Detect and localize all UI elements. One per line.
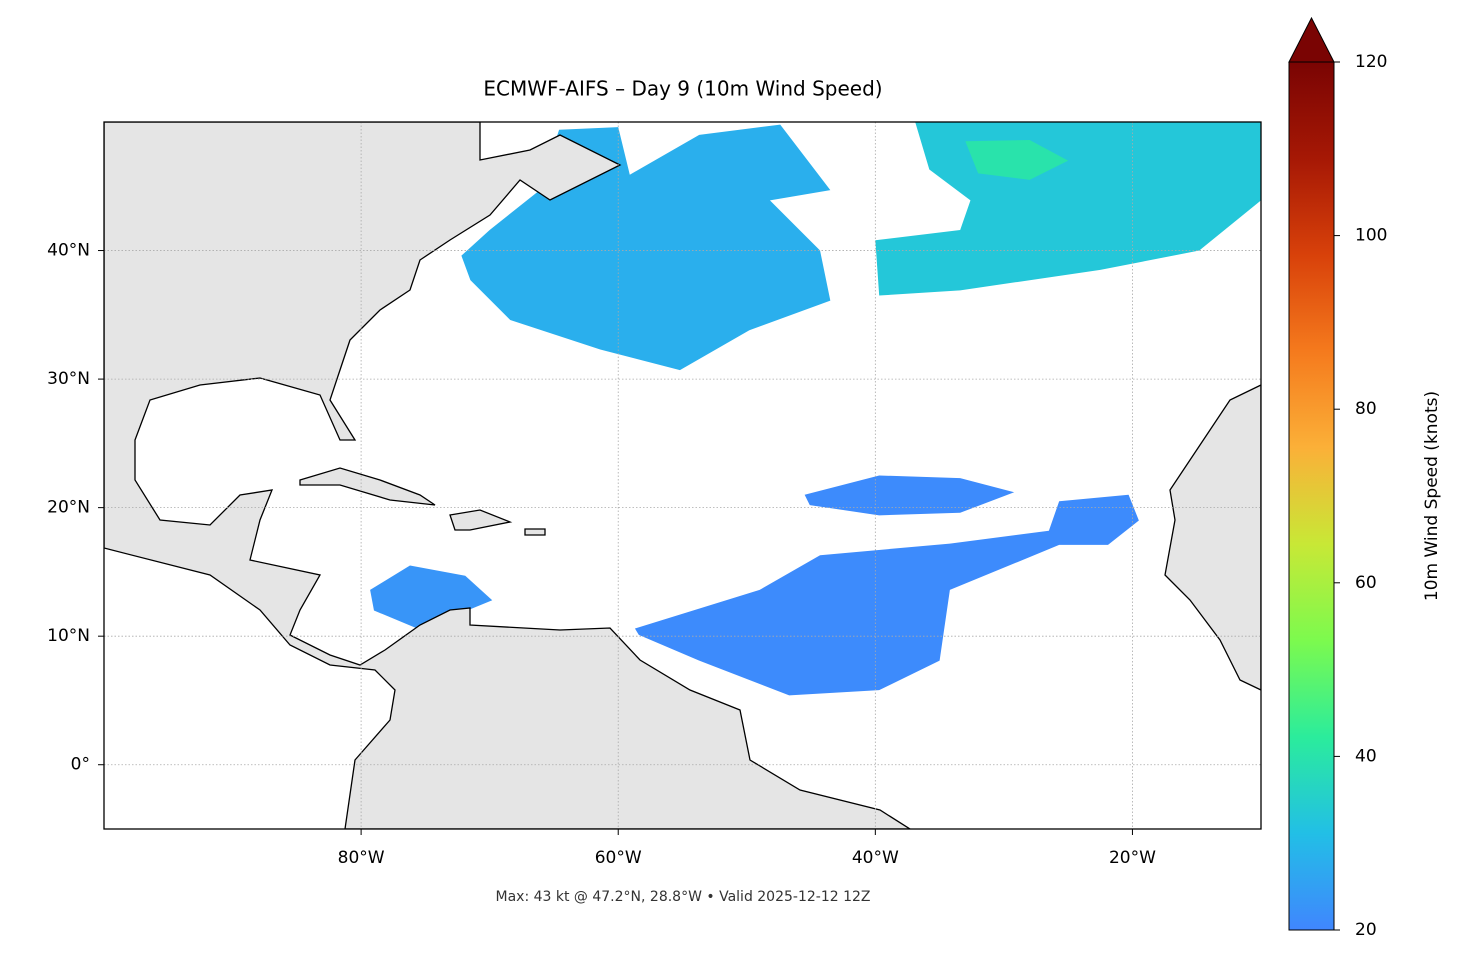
wind-region [804, 475, 1015, 516]
americas [104, 122, 912, 829]
colorbar-tick-label: 100 [1355, 226, 1387, 246]
land-layer [104, 122, 1261, 829]
colorbar-tick-label: 80 [1355, 399, 1377, 419]
x-tick-label: 40°W [852, 848, 899, 868]
wind-region [634, 494, 1139, 696]
chart-title: ECMWF-AIFS – Day 9 (10m Wind Speed) [483, 77, 882, 101]
hispaniola [449, 509, 513, 531]
colorbar [1288, 61, 1335, 931]
map-frame [103, 121, 1262, 830]
y-tick-label: 20°N [47, 498, 90, 518]
wind-region [370, 565, 493, 630]
footer: Max: 43 kt @ 47.2°N, 28.8°W • Valid 2025… [496, 889, 871, 905]
colorbar-tick-label: 120 [1355, 52, 1387, 72]
colorbar-label: 10m Wind Speed (knots) [1422, 391, 1442, 601]
colorbar-extend [1288, 16, 1335, 63]
colorbar-tick-label: 60 [1355, 573, 1377, 593]
colorbar-tick-label: 20 [1355, 920, 1377, 940]
colorbar-tick-label: 40 [1355, 746, 1377, 766]
y-tick-label: 30°N [47, 369, 90, 389]
x-tick-label: 20°W [1109, 848, 1156, 868]
wind-layer [370, 122, 1261, 696]
wind-region [875, 122, 1261, 296]
puerto-rico [524, 528, 546, 536]
x-tick-label: 60°W [595, 848, 642, 868]
wind-region [965, 139, 1069, 180]
y-tick-label: 40°N [47, 241, 90, 261]
africa [1164, 384, 1261, 691]
grid [104, 122, 1261, 829]
cuba [299, 467, 436, 506]
y-tick-label: 0° [71, 755, 90, 775]
y-tick-label: 10°N [47, 626, 90, 646]
x-tick-label: 80°W [338, 848, 385, 868]
